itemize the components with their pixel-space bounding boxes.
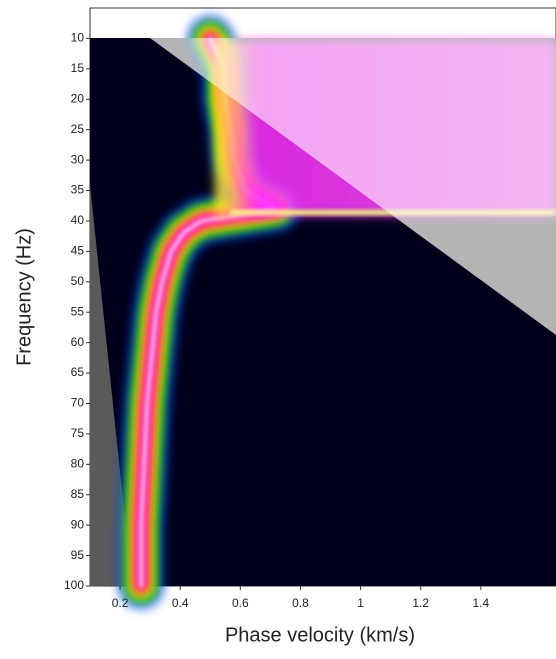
y-tick-label: 85 (71, 487, 85, 501)
y-tick-label: 80 (71, 456, 85, 470)
y-axis-title: Frequency (Hz) (13, 228, 35, 366)
x-axis-title: Phase velocity (km/s) (225, 624, 415, 646)
y-tick-label: 65 (71, 365, 85, 379)
y-tick-label: 40 (71, 213, 85, 227)
x-tick-label: 0.6 (232, 596, 249, 610)
x-tick-label: 1.4 (472, 596, 489, 610)
y-tick-label: 10 (71, 31, 85, 45)
x-tick-label: 0.8 (292, 596, 309, 610)
x-tick-label: 1 (357, 596, 364, 610)
x-tick-label: 0.2 (112, 596, 129, 610)
y-tick-label: 70 (71, 396, 85, 410)
y-tick-label: 15 (71, 61, 85, 75)
y-tick-label: 75 (71, 426, 85, 440)
y-tick-label: 50 (71, 274, 85, 288)
x-tick-label: 1.2 (412, 596, 429, 610)
x-tick-label: 0.4 (172, 596, 189, 610)
y-tick-label: 60 (71, 335, 85, 349)
y-tick-label: 25 (71, 122, 85, 136)
y-tick-label: 90 (71, 517, 85, 531)
y-tick-label: 55 (71, 304, 85, 318)
y-tick-label: 20 (71, 91, 85, 105)
y-tick-label: 100 (64, 578, 84, 592)
y-tick-label: 95 (71, 548, 85, 562)
y-tick-label: 30 (71, 152, 85, 166)
alias-overlay (150, 38, 556, 335)
y-tick-label: 45 (71, 244, 85, 258)
y-tick-label: 35 (71, 183, 85, 197)
